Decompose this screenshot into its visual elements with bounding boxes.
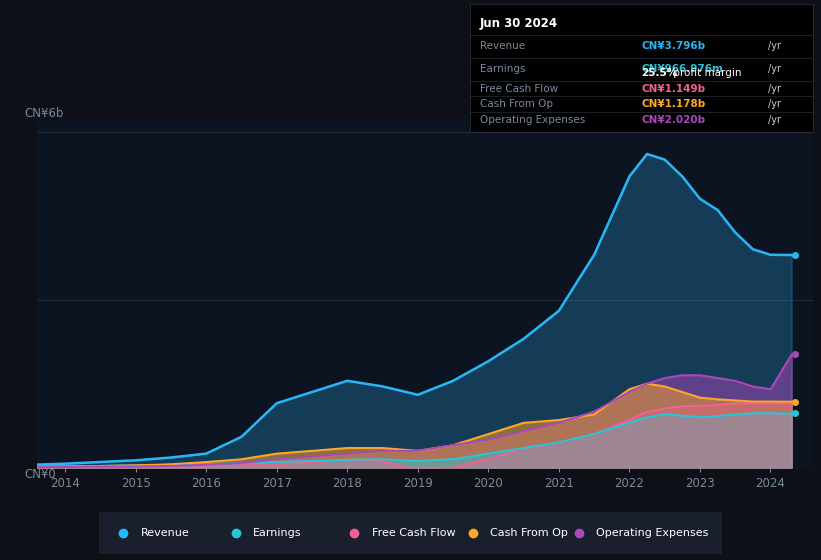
Text: CN¥3.796b: CN¥3.796b <box>641 41 705 51</box>
Text: CN¥966.976m: CN¥966.976m <box>641 64 723 74</box>
Text: Earnings: Earnings <box>480 64 525 74</box>
Text: CN¥2.020b: CN¥2.020b <box>641 115 705 125</box>
Text: Operating Expenses: Operating Expenses <box>480 115 585 125</box>
Text: Cash From Op: Cash From Op <box>490 529 568 538</box>
Text: Operating Expenses: Operating Expenses <box>596 529 709 538</box>
Text: Revenue: Revenue <box>141 529 190 538</box>
Text: /yr: /yr <box>768 99 781 109</box>
Text: CN¥1.149b: CN¥1.149b <box>641 84 705 94</box>
Text: 25.5%: 25.5% <box>641 68 677 78</box>
Text: Jun 30 2024: Jun 30 2024 <box>480 17 558 30</box>
Text: Cash From Op: Cash From Op <box>480 99 553 109</box>
Text: Revenue: Revenue <box>480 41 525 51</box>
Text: /yr: /yr <box>768 115 781 125</box>
Text: /yr: /yr <box>768 84 781 94</box>
Text: CN¥6b: CN¥6b <box>25 108 64 120</box>
Text: Free Cash Flow: Free Cash Flow <box>480 84 558 94</box>
Text: Free Cash Flow: Free Cash Flow <box>372 529 456 538</box>
Text: /yr: /yr <box>768 64 781 74</box>
Text: /yr: /yr <box>768 41 781 51</box>
Text: CN¥0: CN¥0 <box>25 468 57 480</box>
Text: CN¥1.178b: CN¥1.178b <box>641 99 705 109</box>
Text: profit margin: profit margin <box>671 68 742 78</box>
Text: Earnings: Earnings <box>253 529 302 538</box>
